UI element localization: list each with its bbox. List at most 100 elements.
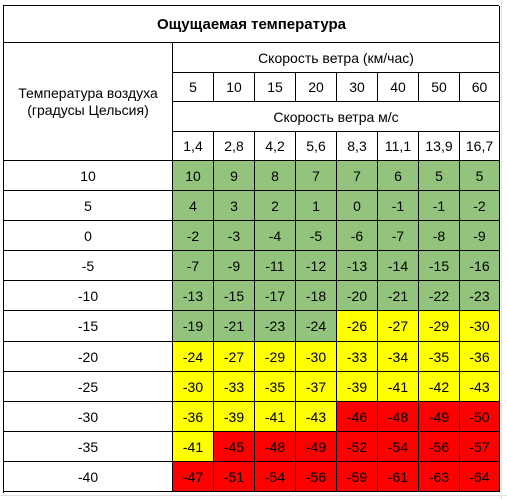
temperature-cell[interactable]: 10 bbox=[4, 161, 173, 191]
feels-like-cell[interactable]: -4 bbox=[255, 221, 296, 251]
feels-like-cell[interactable]: -54 bbox=[255, 462, 296, 492]
kmh-value-cell[interactable]: 5 bbox=[173, 73, 214, 102]
temperature-cell[interactable]: -35 bbox=[4, 432, 173, 462]
feels-like-cell[interactable]: -23 bbox=[255, 311, 296, 342]
feels-like-cell[interactable]: -3 bbox=[214, 221, 255, 251]
feels-like-cell[interactable]: -11 bbox=[255, 251, 296, 281]
feels-like-cell[interactable]: -43 bbox=[296, 402, 337, 432]
feels-like-cell[interactable]: -1 bbox=[419, 191, 460, 221]
feels-like-cell[interactable]: -43 bbox=[460, 372, 500, 402]
ms-value-cell[interactable]: 13,9 bbox=[419, 132, 460, 161]
feels-like-cell[interactable]: 2 bbox=[255, 191, 296, 221]
feels-like-cell[interactable]: -8 bbox=[419, 221, 460, 251]
feels-like-cell[interactable]: -23 bbox=[460, 281, 500, 311]
feels-like-cell[interactable]: -37 bbox=[296, 372, 337, 402]
feels-like-cell[interactable]: -9 bbox=[214, 251, 255, 281]
temperature-cell[interactable]: -15 bbox=[4, 311, 173, 342]
feels-like-cell[interactable]: 4 bbox=[173, 191, 214, 221]
feels-like-cell[interactable]: -24 bbox=[296, 311, 337, 342]
feels-like-cell[interactable]: -5 bbox=[296, 221, 337, 251]
kmh-value-cell[interactable]: 40 bbox=[378, 73, 419, 102]
kmh-value-cell[interactable]: 60 bbox=[460, 73, 500, 102]
feels-like-cell[interactable]: -41 bbox=[173, 432, 214, 462]
feels-like-cell[interactable]: -33 bbox=[214, 372, 255, 402]
feels-like-cell[interactable]: -39 bbox=[337, 372, 378, 402]
feels-like-cell[interactable]: -7 bbox=[378, 221, 419, 251]
feels-like-cell[interactable]: -56 bbox=[296, 462, 337, 492]
feels-like-cell[interactable]: -6 bbox=[337, 221, 378, 251]
feels-like-cell[interactable]: -30 bbox=[173, 372, 214, 402]
feels-like-cell[interactable]: -57 bbox=[460, 432, 500, 462]
feels-like-cell[interactable]: -42 bbox=[419, 372, 460, 402]
feels-like-cell[interactable]: -7 bbox=[173, 251, 214, 281]
feels-like-cell[interactable]: -36 bbox=[460, 342, 500, 372]
ms-value-cell[interactable]: 16,7 bbox=[460, 132, 500, 161]
feels-like-cell[interactable]: -12 bbox=[296, 251, 337, 281]
feels-like-cell[interactable]: -52 bbox=[337, 432, 378, 462]
temperature-cell[interactable]: -5 bbox=[4, 251, 173, 281]
feels-like-cell[interactable]: -41 bbox=[378, 372, 419, 402]
temperature-cell[interactable]: -40 bbox=[4, 462, 173, 492]
feels-like-cell[interactable]: -48 bbox=[255, 432, 296, 462]
temperature-cell[interactable]: 0 bbox=[4, 221, 173, 251]
feels-like-cell[interactable]: -15 bbox=[419, 251, 460, 281]
feels-like-cell[interactable]: -64 bbox=[460, 462, 500, 492]
kmh-value-cell[interactable]: 20 bbox=[296, 73, 337, 102]
feels-like-cell[interactable]: -9 bbox=[460, 221, 500, 251]
feels-like-cell[interactable]: -35 bbox=[255, 372, 296, 402]
feels-like-cell[interactable]: 6 bbox=[378, 161, 419, 191]
ms-value-cell[interactable]: 8,3 bbox=[337, 132, 378, 161]
row-header-label[interactable]: Температура воздуха (градусы Цельсия) bbox=[4, 43, 173, 161]
feels-like-cell[interactable]: -33 bbox=[337, 342, 378, 372]
feels-like-cell[interactable]: -16 bbox=[460, 251, 500, 281]
feels-like-cell[interactable]: -24 bbox=[173, 342, 214, 372]
feels-like-cell[interactable]: -14 bbox=[378, 251, 419, 281]
feels-like-cell[interactable]: -47 bbox=[173, 462, 214, 492]
feels-like-cell[interactable]: -56 bbox=[419, 432, 460, 462]
feels-like-cell[interactable]: -59 bbox=[337, 462, 378, 492]
feels-like-cell[interactable]: -63 bbox=[419, 462, 460, 492]
feels-like-cell[interactable]: -36 bbox=[173, 402, 214, 432]
feels-like-cell[interactable]: -49 bbox=[419, 402, 460, 432]
feels-like-cell[interactable]: -51 bbox=[214, 462, 255, 492]
feels-like-cell[interactable]: 5 bbox=[460, 161, 500, 191]
ms-value-cell[interactable]: 5,6 bbox=[296, 132, 337, 161]
feels-like-cell[interactable]: -2 bbox=[460, 191, 500, 221]
feels-like-cell[interactable]: 8 bbox=[255, 161, 296, 191]
feels-like-cell[interactable]: -21 bbox=[378, 281, 419, 311]
feels-like-cell[interactable]: -30 bbox=[296, 342, 337, 372]
temperature-cell[interactable]: -10 bbox=[4, 281, 173, 311]
feels-like-cell[interactable]: 0 bbox=[337, 191, 378, 221]
feels-like-cell[interactable]: 5 bbox=[419, 161, 460, 191]
ms-header[interactable]: Скорость ветра м/с bbox=[173, 102, 500, 132]
feels-like-cell[interactable]: -19 bbox=[173, 311, 214, 342]
feels-like-cell[interactable]: -2 bbox=[173, 221, 214, 251]
feels-like-cell[interactable]: -45 bbox=[214, 432, 255, 462]
feels-like-cell[interactable]: -22 bbox=[419, 281, 460, 311]
kmh-value-cell[interactable]: 10 bbox=[214, 73, 255, 102]
table-title[interactable]: Ощущаемая температура bbox=[4, 6, 500, 43]
feels-like-cell[interactable]: 3 bbox=[214, 191, 255, 221]
kmh-header[interactable]: Скорость ветра (км/час) bbox=[173, 43, 500, 73]
feels-like-cell[interactable]: 7 bbox=[337, 161, 378, 191]
feels-like-cell[interactable]: -15 bbox=[214, 281, 255, 311]
feels-like-cell[interactable]: 10 bbox=[173, 161, 214, 191]
feels-like-cell[interactable]: -21 bbox=[214, 311, 255, 342]
feels-like-cell[interactable]: -27 bbox=[214, 342, 255, 372]
ms-value-cell[interactable]: 1,4 bbox=[173, 132, 214, 161]
feels-like-cell[interactable]: -34 bbox=[378, 342, 419, 372]
feels-like-cell[interactable]: -18 bbox=[296, 281, 337, 311]
temperature-cell[interactable]: -20 bbox=[4, 342, 173, 372]
ms-value-cell[interactable]: 4,2 bbox=[255, 132, 296, 161]
feels-like-cell[interactable]: -29 bbox=[255, 342, 296, 372]
temperature-cell[interactable]: 5 bbox=[4, 191, 173, 221]
feels-like-cell[interactable]: -29 bbox=[419, 311, 460, 342]
feels-like-cell[interactable]: -50 bbox=[460, 402, 500, 432]
feels-like-cell[interactable]: -13 bbox=[337, 251, 378, 281]
feels-like-cell[interactable]: -20 bbox=[337, 281, 378, 311]
feels-like-cell[interactable]: -41 bbox=[255, 402, 296, 432]
feels-like-cell[interactable]: -1 bbox=[378, 191, 419, 221]
feels-like-cell[interactable]: -17 bbox=[255, 281, 296, 311]
kmh-value-cell[interactable]: 30 bbox=[337, 73, 378, 102]
ms-value-cell[interactable]: 11,1 bbox=[378, 132, 419, 161]
